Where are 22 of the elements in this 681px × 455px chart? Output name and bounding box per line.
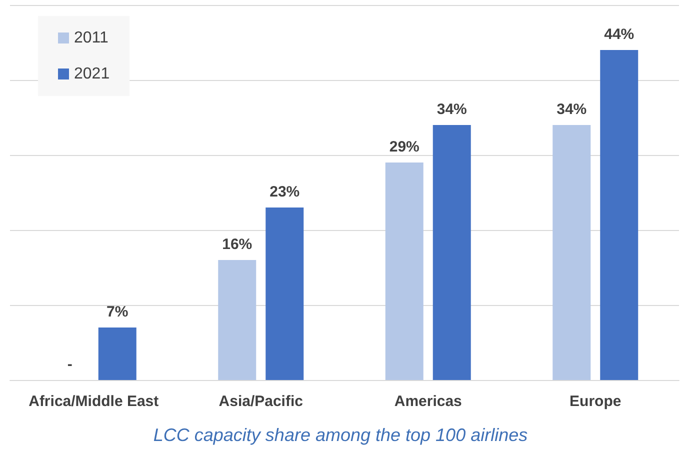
bar <box>98 328 136 380</box>
data-label: 23% <box>270 184 300 200</box>
data-label: 34% <box>436 101 467 118</box>
bar <box>600 50 638 380</box>
legend-label: 2021 <box>74 66 110 82</box>
bar <box>432 125 471 380</box>
bar <box>552 125 591 380</box>
data-label: 16% <box>222 236 252 253</box>
data-label: 29% <box>389 138 420 156</box>
text: LCC capacity share among the top 100 airlines <box>153 425 528 445</box>
data-label: 7% <box>106 304 128 320</box>
x-tick-label: Americas <box>394 393 462 410</box>
data-label: 44% <box>604 26 634 43</box>
bar <box>218 260 256 380</box>
legend-label: 2011 <box>74 30 109 46</box>
text: - <box>67 356 72 373</box>
bar <box>266 208 304 380</box>
x-tick-label: Asia/Pacific <box>218 393 303 410</box>
x-tick-label: Africa/Middle East <box>28 393 159 410</box>
x-tick-label: Europe <box>570 393 622 410</box>
bar <box>385 162 424 380</box>
data-label: 34% <box>556 101 587 118</box>
